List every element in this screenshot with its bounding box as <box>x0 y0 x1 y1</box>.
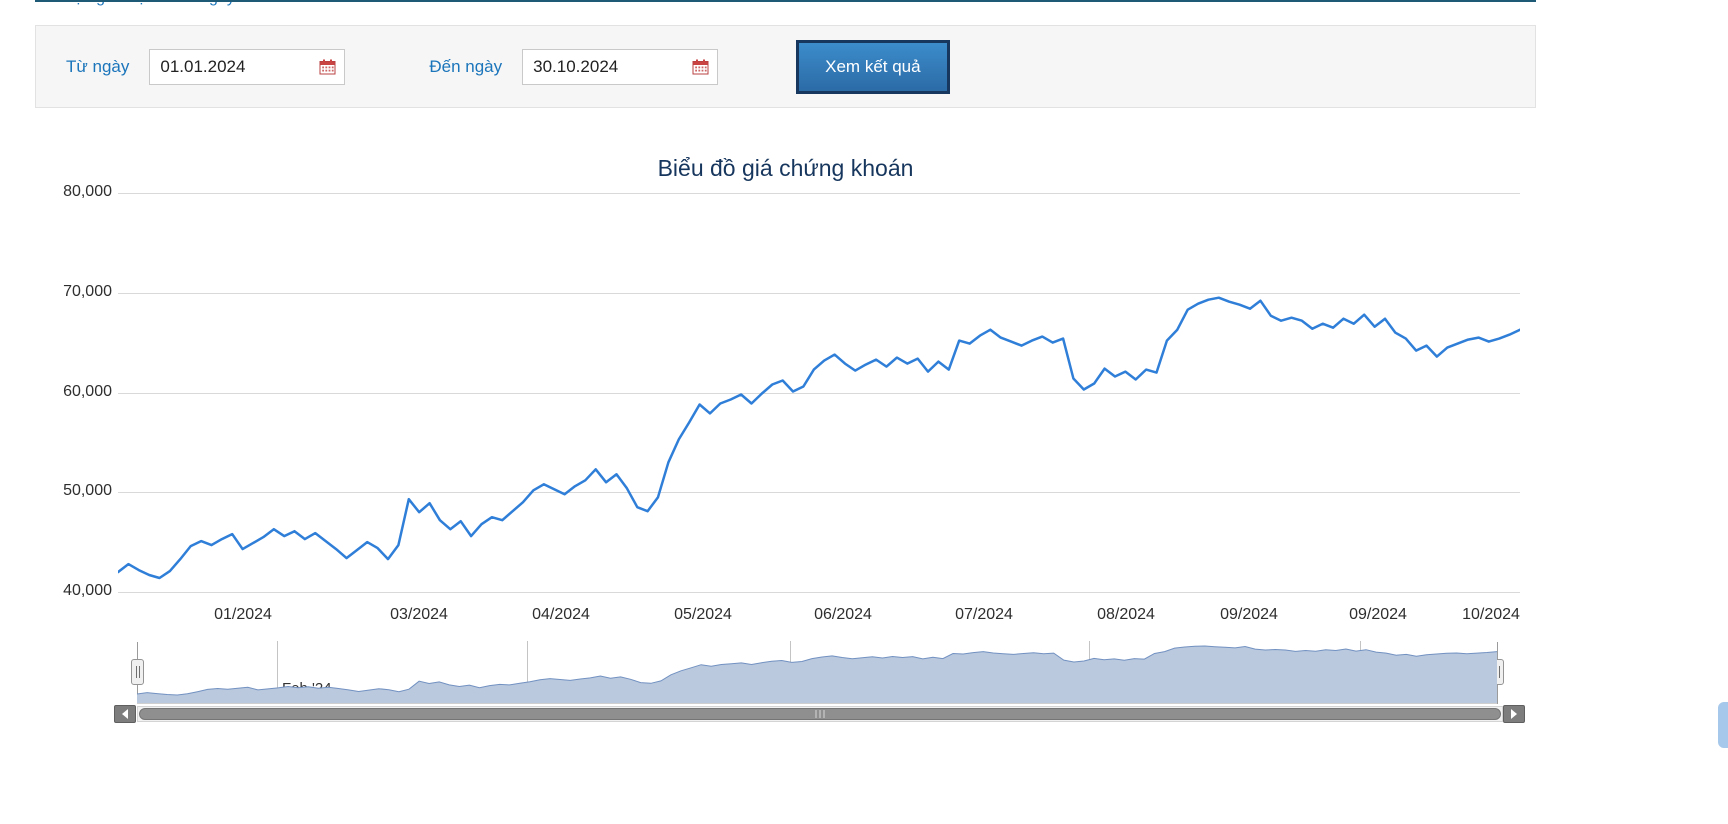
view-results-button[interactable]: Xem kết quả <box>796 39 950 94</box>
navigator-axis-line <box>137 703 1497 704</box>
x-axis-label: 04/2024 <box>532 606 590 623</box>
date-filter-panel: Từ ngày Đến ngày <box>35 25 1536 108</box>
h-gridline <box>118 592 1520 593</box>
to-date-field[interactable] <box>531 55 693 78</box>
scrollbar-right-button[interactable] <box>1503 705 1525 723</box>
y-axis-label: 50,000 <box>63 482 112 499</box>
x-axis-label: 01/2024 <box>214 606 272 623</box>
arrow-left-icon <box>122 709 128 719</box>
chart-title: Biểu đồ giá chứng khoán <box>657 155 914 181</box>
h-gridline <box>118 492 1520 493</box>
arrow-right-icon <box>1511 709 1517 719</box>
calendar-icon[interactable] <box>692 59 709 75</box>
from-date-label: Từ ngày <box>66 56 130 76</box>
y-axis-label: 80,000 <box>63 183 112 200</box>
nav-gridline <box>277 641 278 703</box>
x-axis-label: 08/2024 <box>1097 606 1155 623</box>
scrollbar-thumb[interactable] <box>139 708 1501 720</box>
y-axis-label: 60,000 <box>63 383 112 400</box>
navigator-area-outline <box>137 645 1497 696</box>
partial-header-link[interactable]: Dữ liệu giao dịch theo ngày <box>40 2 500 8</box>
navigator-area-fill <box>137 646 1497 704</box>
calendar-icon[interactable] <box>319 59 336 75</box>
to-date-label: Đến ngày <box>429 56 503 76</box>
x-axis-label: 07/2024 <box>955 606 1013 623</box>
navigator-left-handle[interactable] <box>131 659 144 685</box>
scrollbar-grip-icon <box>815 710 825 718</box>
scrollbar-track[interactable] <box>137 706 1503 722</box>
scrollbar-left-button[interactable] <box>114 705 136 723</box>
price-line-chart[interactable] <box>118 185 1520 605</box>
from-date-input[interactable] <box>149 48 346 85</box>
x-axis-label: 10/2024 <box>1462 606 1520 623</box>
x-axis-label: 06/2024 <box>814 606 872 623</box>
x-axis-label: 05/2024 <box>674 606 732 623</box>
y-axis-label: 70,000 <box>63 283 112 300</box>
price-line-series[interactable] <box>118 296 1520 580</box>
x-axis-label: 09/2024 <box>1349 606 1407 623</box>
h-gridline <box>118 193 1520 194</box>
from-date-field[interactable] <box>158 55 320 78</box>
navigator-area-chart[interactable] <box>137 643 1497 704</box>
top-tab-underline <box>35 0 1536 2</box>
partial-header-link-label: Dữ liệu giao dịch theo ngày <box>40 2 500 7</box>
page-scrollbar-thumb[interactable] <box>1718 702 1728 748</box>
h-gridline <box>118 293 1520 294</box>
h-gridline <box>118 393 1520 394</box>
x-axis-label: 03/2024 <box>390 606 448 623</box>
to-date-input[interactable] <box>522 48 719 85</box>
x-axis-label: 09/2024 <box>1220 606 1278 623</box>
y-axis-label: 40,000 <box>63 582 112 599</box>
nav-gridline <box>527 641 528 703</box>
